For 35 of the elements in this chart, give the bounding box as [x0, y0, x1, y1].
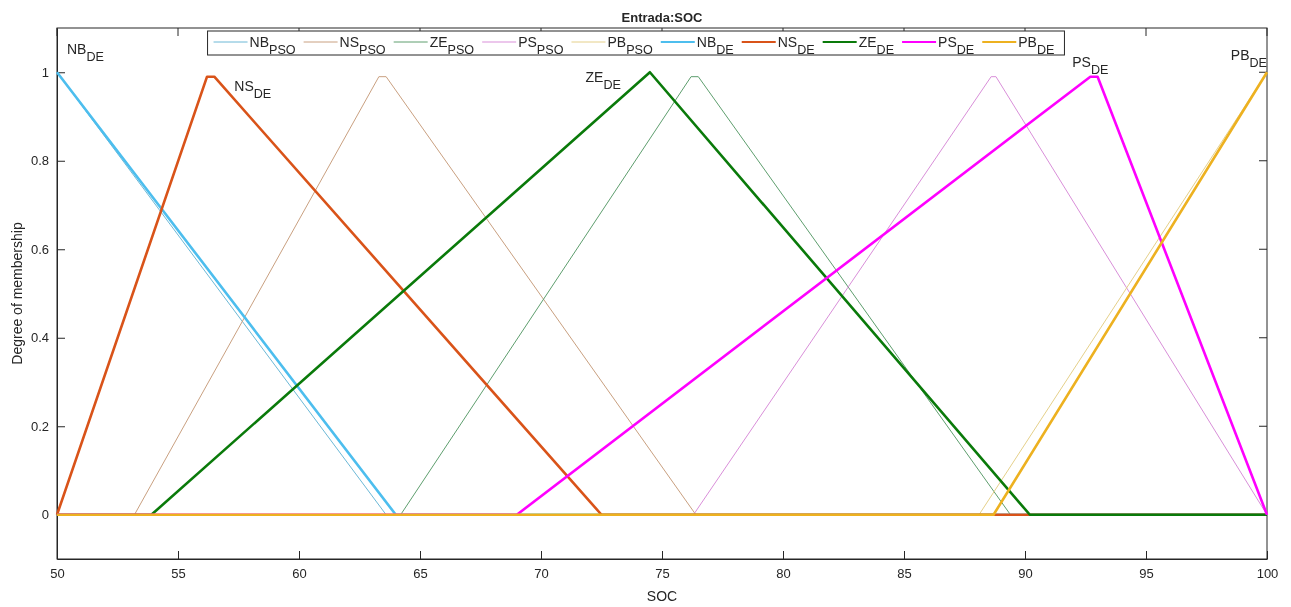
y-tick-label: 0	[41, 507, 49, 523]
y-tick-label: 0.6	[30, 241, 49, 257]
x-axis-title: SOC	[646, 588, 678, 604]
x-tick-label: 50	[50, 566, 65, 582]
annotation: NS$_{DE}$	[234, 77, 272, 101]
x-tick-label: 65	[413, 566, 428, 582]
legend-label: PB$_{DE}$	[1018, 34, 1055, 57]
x-tick-label: 70	[534, 566, 549, 582]
annotation: ZE$_{DE}$	[585, 69, 621, 93]
x-tick-label: 100	[1256, 566, 1279, 582]
annotation: PS$_{DE}$	[1072, 53, 1109, 77]
legend-label: NS$_{DE}$	[777, 34, 815, 57]
legend-label: PS$_{PSO}$	[518, 34, 564, 57]
annotation: NB$_{DE}$	[67, 41, 104, 65]
x-tick-label: 75	[655, 566, 670, 582]
x-tick-label: 60	[292, 566, 307, 582]
x-tick-label: 55	[171, 566, 186, 582]
x-tick-label: 90	[1018, 566, 1033, 582]
legend-label: NB$_{PSO}$	[249, 34, 296, 57]
legend-label: PB$_{PSO}$	[607, 34, 653, 57]
annotation: PB$_{DE}$	[1230, 47, 1267, 71]
legend-label: ZE$_{DE}$	[858, 34, 895, 57]
legend-label: NS$_{PSO}$	[339, 34, 386, 57]
x-tick-label: 80	[776, 566, 791, 582]
chart-title: Entrada:SOC	[621, 10, 704, 25]
y-tick-label: 1	[41, 64, 49, 80]
y-tick-label: 0.2	[30, 418, 49, 434]
y-tick-label: 0.8	[30, 153, 49, 169]
x-tick-label: 85	[897, 566, 912, 582]
legend-label: PS$_{DE}$	[938, 34, 975, 57]
legend-label: NB$_{DE}$	[696, 34, 734, 57]
y-tick-label: 0.4	[30, 330, 49, 346]
x-tick-label: 95	[1139, 566, 1154, 582]
legend-label: ZE$_{PSO}$	[429, 34, 475, 57]
y-axis-title: Degree of membership	[9, 222, 25, 365]
